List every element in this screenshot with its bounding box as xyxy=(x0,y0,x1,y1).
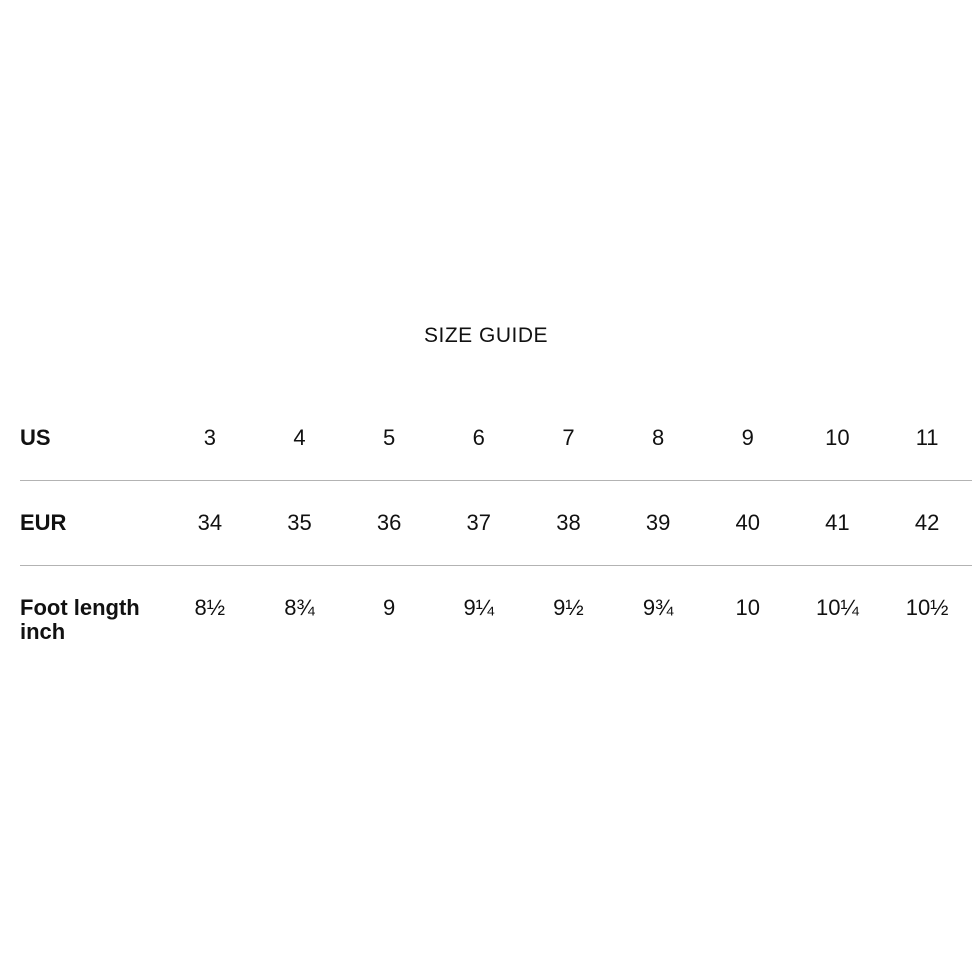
size-cell: 5 xyxy=(344,396,434,481)
table-row-foot-length: Foot length inch 8½ 8¾ 9 9¼ 9½ 9¾ 10 10¼… xyxy=(20,566,972,675)
row-label-us: US xyxy=(20,396,165,481)
size-cell: 9½ xyxy=(553,595,584,620)
size-cell: 11 xyxy=(882,396,972,481)
size-cell: 34 xyxy=(165,480,255,566)
row-label-foot-length: Foot length inch xyxy=(20,595,140,644)
table-row-eur: EUR 34 35 36 37 38 39 40 41 42 xyxy=(20,480,972,566)
size-cell: 42 xyxy=(882,480,972,566)
size-cell: 36 xyxy=(344,480,434,566)
size-cell: 10 xyxy=(792,396,883,481)
size-cell: 6 xyxy=(433,396,524,481)
table-row-us: US 3 4 5 6 7 8 9 10 11 xyxy=(20,396,972,481)
size-cell: 38 xyxy=(523,480,614,566)
size-cell: 7 xyxy=(523,396,614,481)
size-cell: 10¼ xyxy=(816,595,859,620)
size-guide-title: SIZE GUIDE xyxy=(423,324,549,347)
size-cell: 9 xyxy=(702,396,793,481)
size-cell: 37 xyxy=(433,480,524,566)
size-cell: 39 xyxy=(613,480,703,566)
size-cell: 3 xyxy=(165,396,255,481)
size-cell: 8¾ xyxy=(284,595,315,620)
size-cell: 41 xyxy=(792,480,883,566)
size-cell: 40 xyxy=(702,480,793,566)
size-cell: 8 xyxy=(613,396,703,481)
size-guide-table: US 3 4 5 6 7 8 9 10 11 EUR 34 35 36 37 3… xyxy=(20,396,972,674)
size-cell: 10½ xyxy=(905,595,949,620)
size-cell: 9¾ xyxy=(642,595,674,620)
size-cell: 9¼ xyxy=(463,595,495,620)
size-cell: 9 xyxy=(383,595,396,620)
size-cell: 4 xyxy=(254,396,345,481)
size-cell: 8½ xyxy=(194,595,226,620)
size-cell: 10 xyxy=(735,595,760,620)
row-label-eur: EUR xyxy=(20,480,165,566)
size-cell: 35 xyxy=(254,480,345,566)
